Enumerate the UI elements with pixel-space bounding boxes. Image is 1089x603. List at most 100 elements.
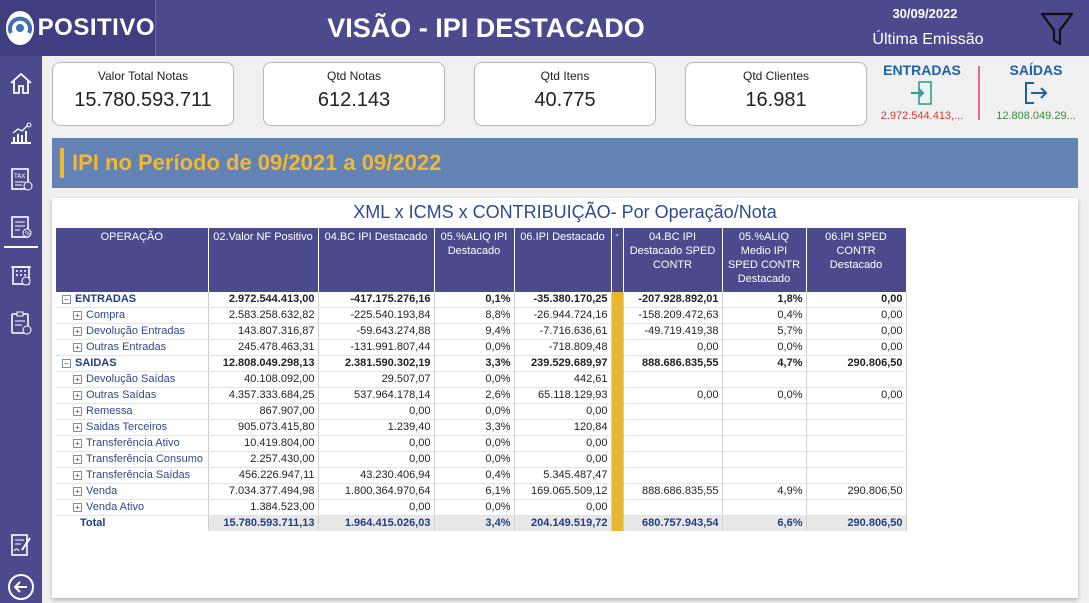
- clipboard-icon[interactable]: [6, 308, 36, 338]
- value-cell: [806, 403, 907, 420]
- operation-cell[interactable]: + Transferência Consumo: [56, 451, 209, 468]
- expand-icon[interactable]: +: [73, 438, 82, 448]
- operation-cell[interactable]: + Venda: [56, 483, 209, 500]
- document-sign-icon[interactable]: [6, 530, 36, 560]
- saidas-value: 12.808.049.29...: [996, 110, 1076, 122]
- expand-icon[interactable]: +: [73, 406, 82, 416]
- operation-cell[interactable]: + Compra: [56, 307, 209, 324]
- value-cell: 3,3%: [434, 419, 515, 436]
- value-cell: [806, 451, 907, 468]
- column-header[interactable]: 05.%ALIQ IPI Destacado: [434, 228, 515, 292]
- expand-icon[interactable]: +: [73, 470, 82, 480]
- value-cell: 169.065.509,12: [514, 483, 612, 500]
- value-cell: 120,84: [514, 419, 612, 436]
- separator-cell: [611, 435, 624, 452]
- chart-icon[interactable]: [6, 118, 36, 148]
- filter-icon[interactable]: [1038, 10, 1076, 48]
- logo-mark-icon: [6, 11, 34, 45]
- operation-label: Venda Ativo: [86, 501, 145, 513]
- expand-icon[interactable]: +: [73, 390, 82, 400]
- column-header[interactable]: 04.BC IPI Destacado: [318, 228, 435, 292]
- column-header[interactable]: OPERAÇÃO: [56, 228, 209, 292]
- operation-label: Outras Saídas: [86, 389, 157, 401]
- operation-cell[interactable]: + Saidas Terceiros: [56, 419, 209, 436]
- brand-logo: POSITIVO: [0, 0, 156, 56]
- value-cell: 0,4%: [434, 467, 515, 484]
- value-cell: 204.149.519,72: [514, 515, 612, 531]
- value-cell: 867.907,00: [208, 403, 319, 420]
- value-cell: [806, 467, 907, 484]
- value-cell: 0,00: [806, 387, 907, 404]
- expand-icon[interactable]: +: [73, 454, 82, 464]
- operation-cell[interactable]: + Devolução Entradas: [56, 323, 209, 340]
- expand-icon[interactable]: +: [73, 486, 82, 496]
- table-row: + Venda Ativo 1.384.523,00 0,00 0,0% 0,00: [56, 499, 907, 516]
- value-cell: [722, 371, 807, 388]
- back-icon[interactable]: [6, 572, 36, 602]
- value-cell: 0,00: [318, 403, 435, 420]
- group-row: − ENTRADAS 2.972.544.413,00 -417.175.276,16…: [56, 292, 907, 308]
- value-cell: [623, 435, 723, 452]
- expand-icon[interactable]: +: [73, 326, 82, 336]
- column-header[interactable]: 04.BC IPI Destacado SPED CONTR: [623, 228, 723, 292]
- expand-icon[interactable]: +: [73, 374, 82, 384]
- operation-cell[interactable]: − ENTRADAS: [56, 292, 209, 308]
- svg-text:TAX: TAX: [13, 173, 25, 180]
- tax-icon[interactable]: TAX: [6, 164, 36, 194]
- value-cell: 10.419.804,00: [208, 435, 319, 452]
- value-cell: 1.800.364.970,64: [318, 483, 435, 500]
- expand-icon[interactable]: +: [73, 502, 82, 512]
- value-cell: 6,6%: [722, 515, 807, 531]
- home-icon[interactable]: [6, 68, 36, 98]
- column-header[interactable]: 05.%ALIQ Medio IPI SPED CONTR Destacado: [722, 228, 807, 292]
- value-cell: 0,0%: [434, 403, 515, 420]
- operation-cell[interactable]: + Outras Saídas: [56, 387, 209, 404]
- value-cell: 0,0%: [434, 499, 515, 516]
- value-cell: [623, 451, 723, 468]
- separator-cell: [611, 323, 624, 340]
- column-header[interactable]: 06.IPI SPED CONTR Destacado: [806, 228, 907, 292]
- value-cell: -35.380.170,25: [514, 292, 612, 308]
- value-cell: 442,61: [514, 371, 612, 388]
- kpi-card-item-count: Qtd Itens 40.775: [474, 62, 656, 126]
- value-cell: [623, 419, 723, 436]
- operation-cell[interactable]: + Transferência Ativo: [56, 435, 209, 452]
- tax-report-icon[interactable]: %: [4, 212, 38, 248]
- group-row: − SAIDAS 12.808.049.298,13 2.381.590.302,19…: [56, 355, 907, 372]
- separator-cell: [611, 419, 624, 436]
- operation-cell[interactable]: + Devolução Saídas: [56, 371, 209, 388]
- value-cell: [722, 403, 807, 420]
- entradas-button[interactable]: ENTRADAS 2.972.544.413,...: [872, 62, 972, 126]
- table-row: + Compra 2.583.258.632,82 -225.540.193,84 8,…: [56, 307, 907, 324]
- value-cell: [623, 499, 723, 516]
- building-icon[interactable]: [6, 260, 36, 290]
- operation-cell[interactable]: + Transferência Saídas: [56, 467, 209, 484]
- table-row: + Outras Entradas 245.478.463,31 -131.991.8…: [56, 339, 907, 356]
- saidas-button[interactable]: SAÍDAS 12.808.049.29...: [986, 62, 1086, 126]
- operation-cell[interactable]: + Remessa: [56, 403, 209, 420]
- operation-cell[interactable]: + Outras Entradas: [56, 339, 209, 356]
- value-cell: 15.780.593.711,13: [208, 515, 319, 531]
- column-header[interactable]: 06.IPI Destacado: [514, 228, 612, 292]
- matrix-panel: XML x ICMS x CONTRIBUIÇÃO- Por Operação/…: [52, 198, 1078, 598]
- operation-label: Transferência Consumo: [86, 453, 203, 465]
- expand-icon[interactable]: +: [73, 310, 82, 320]
- expand-icon[interactable]: +: [73, 422, 82, 432]
- separator-cell: [611, 307, 624, 324]
- separator-cell: [611, 515, 624, 531]
- operation-cell[interactable]: Total: [56, 515, 209, 531]
- kpi-card-client-count: Qtd Clientes 16.981: [685, 62, 867, 126]
- expand-icon[interactable]: +: [73, 342, 82, 352]
- column-header[interactable]: -: [611, 228, 624, 292]
- kpi-label: Valor Total Notas: [97, 69, 189, 83]
- operation-label: Venda: [86, 485, 118, 497]
- value-cell: 143.807.316,87: [208, 323, 319, 340]
- operation-cell[interactable]: + Venda Ativo: [56, 499, 209, 516]
- operation-cell[interactable]: − SAIDAS: [56, 355, 209, 372]
- collapse-icon[interactable]: −: [62, 294, 71, 304]
- total-row: Total 15.780.593.711,13 1.964.415.026,03 3,…: [56, 515, 907, 531]
- value-cell: [623, 403, 723, 420]
- operation-label: Transferência Ativo: [86, 437, 180, 449]
- collapse-icon[interactable]: −: [62, 358, 71, 368]
- column-header[interactable]: 02.Valor NF Positivo: [208, 228, 319, 292]
